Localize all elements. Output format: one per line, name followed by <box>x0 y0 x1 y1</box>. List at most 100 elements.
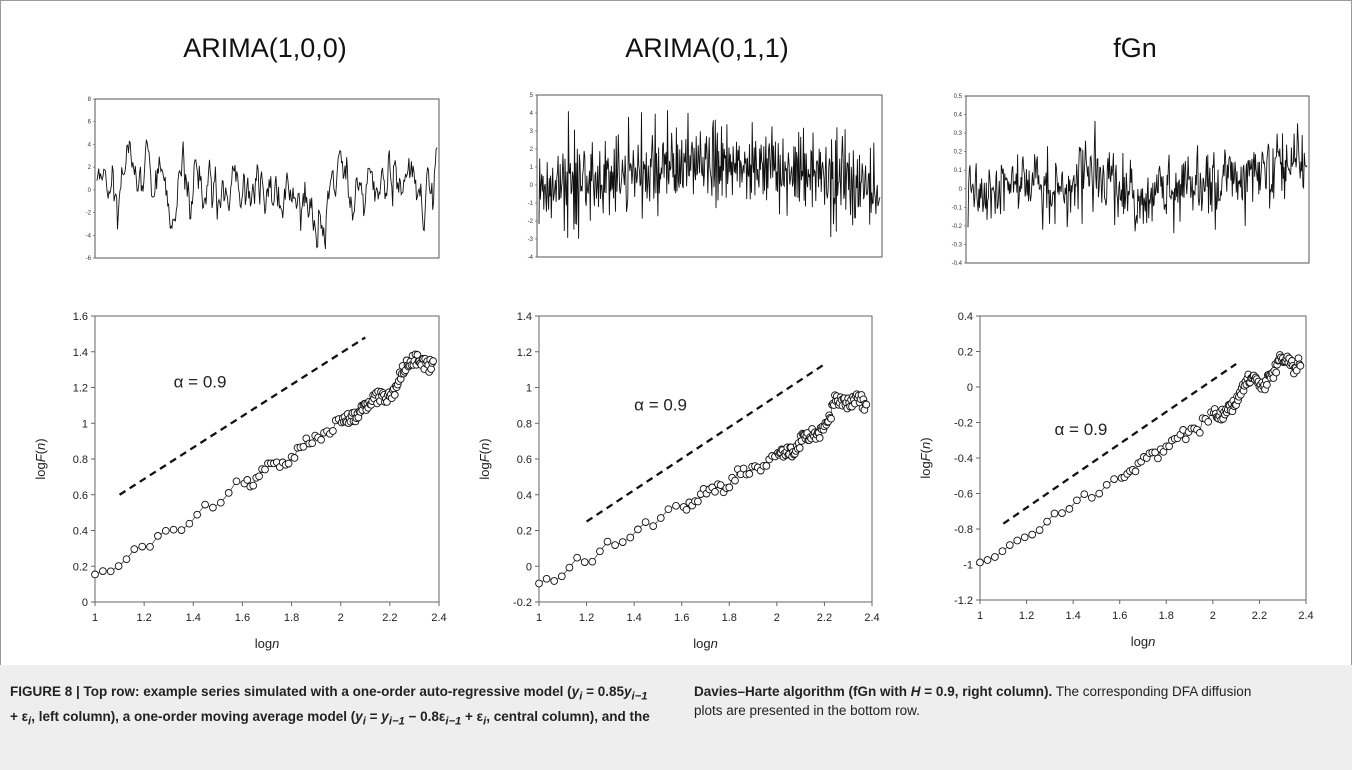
dfa-point <box>1131 467 1140 476</box>
dfa-point <box>255 472 263 481</box>
dfa-point <box>815 434 824 442</box>
dfa-point <box>1028 530 1037 539</box>
dfa-point <box>284 459 293 468</box>
y-tick-label: -0.2 <box>952 224 963 230</box>
y-tick-label: 0.4 <box>517 490 532 502</box>
y-tick-label: 2 <box>530 147 534 153</box>
series-plot-arima011: 5 4 3 2 1 0 -1 -2 -3 -4 <box>528 93 883 261</box>
dfa-point <box>573 553 581 562</box>
dfa-point <box>1272 368 1281 377</box>
dfa-point <box>138 542 147 551</box>
y-tick-label: 0.2 <box>73 561 88 573</box>
x-tick-label: 2.2 <box>382 612 397 624</box>
x-tick-label: 1.8 <box>284 612 299 624</box>
dfa-point <box>711 487 719 496</box>
y-tick-label: 5 <box>530 93 534 99</box>
dfa-point <box>146 542 154 551</box>
dfa-point <box>1181 435 1190 444</box>
plot-frame <box>536 94 883 258</box>
dfa-point <box>580 558 589 566</box>
x-tick-label: 1.8 <box>1159 610 1174 622</box>
dfa-point <box>243 476 252 484</box>
x-tick-label: 1.2 <box>136 612 151 624</box>
y-tick-label: 0.2 <box>517 526 532 538</box>
x-tick-label: 1 <box>977 610 983 622</box>
y-tick-label: 0 <box>967 382 973 394</box>
dfa-point <box>114 562 123 570</box>
y-tick-label: -2 <box>528 219 534 225</box>
x-tick-label: 2.2 <box>817 612 832 624</box>
dfa-point <box>827 414 835 423</box>
dfa-point <box>611 541 619 549</box>
dfa-point <box>1296 361 1305 370</box>
x-tick-label: 2.4 <box>864 612 879 624</box>
plot-frame <box>965 95 1310 264</box>
dfa-point <box>991 553 999 561</box>
title-fgn: fGn <box>1113 33 1157 63</box>
y-tick-label: 1 <box>82 418 88 430</box>
dfa-point <box>1080 490 1089 499</box>
alpha-annotation: α = 0.9 <box>634 396 687 415</box>
dfa-point <box>249 481 258 490</box>
x-tick-label: 2 <box>338 612 344 624</box>
dfa-point <box>130 545 139 553</box>
x-axis-label: logn <box>1131 634 1156 649</box>
y-tick-label: -0.1 <box>952 205 963 211</box>
x-tick-label: 1 <box>92 612 98 624</box>
x-tick-label: 2.2 <box>1252 610 1267 622</box>
dfa-point <box>557 572 566 581</box>
dfa-point <box>626 533 635 542</box>
dfa-point <box>99 567 107 575</box>
y-axis-label: logF(n) <box>918 437 933 478</box>
y-tick-label: 0.3 <box>954 131 963 137</box>
dfa-point <box>224 489 233 497</box>
y-tick-label: 6 <box>88 120 92 126</box>
x-tick-label: 1.6 <box>674 612 689 624</box>
series-line <box>967 120 1308 234</box>
dfa-point <box>106 567 115 576</box>
dfa-point <box>1005 541 1014 549</box>
dfa-point <box>122 555 131 564</box>
dfa-point <box>1195 428 1204 437</box>
y-tick-label: -0.4 <box>952 261 963 267</box>
dfa-point <box>1058 509 1066 517</box>
dfa-point <box>308 439 317 448</box>
dfa-point <box>1095 489 1104 498</box>
series-line <box>538 110 881 239</box>
x-tick-label: 1.8 <box>722 612 737 624</box>
dfa-point <box>649 522 658 530</box>
y-tick-label: -0.8 <box>954 524 973 536</box>
x-tick-label: 1.6 <box>235 612 250 624</box>
dfa-point <box>795 444 804 452</box>
y-tick-label: -6 <box>86 256 92 262</box>
title-arima100: ARIMA(1,0,0) <box>183 33 347 63</box>
alpha-annotation: α = 0.9 <box>1055 420 1108 439</box>
dfa-point <box>998 547 1007 556</box>
dfa-point <box>618 538 627 546</box>
dfa-point <box>596 547 604 556</box>
dfa-point <box>1050 509 1059 518</box>
dfa-point <box>290 454 299 462</box>
dfa-point <box>91 570 99 579</box>
y-tick-label: 0.2 <box>954 150 963 156</box>
dfa-point <box>682 505 691 514</box>
dfa-point <box>542 574 551 583</box>
plot-frame <box>538 315 873 603</box>
y-tick-label: 1.4 <box>73 347 88 359</box>
y-tick-label: 0 <box>526 561 532 573</box>
dfa-point <box>862 400 871 409</box>
dfa-point <box>1154 454 1162 463</box>
x-tick-label: 1 <box>536 612 542 624</box>
dfa-plot-arima011: -0.2 0 0.2 0.4 0.6 0.8 1 1.2 1.4 1 1.2 1.4 1.6 1.8 2 2.… <box>477 311 880 651</box>
x-tick-label: 1.6 <box>1112 610 1127 622</box>
dfa-point <box>588 557 597 566</box>
y-tick-label: 0.4 <box>954 113 963 119</box>
dfa-point <box>976 558 984 567</box>
y-tick-label: 0.6 <box>73 490 88 502</box>
y-tick-label: -2 <box>86 211 92 217</box>
title-arima011: ARIMA(0,1,1) <box>625 33 789 63</box>
dfa-point <box>1087 493 1096 502</box>
dfa-point <box>317 435 325 444</box>
x-tick-label: 1.4 <box>626 612 641 624</box>
dfa-point <box>1073 496 1081 505</box>
